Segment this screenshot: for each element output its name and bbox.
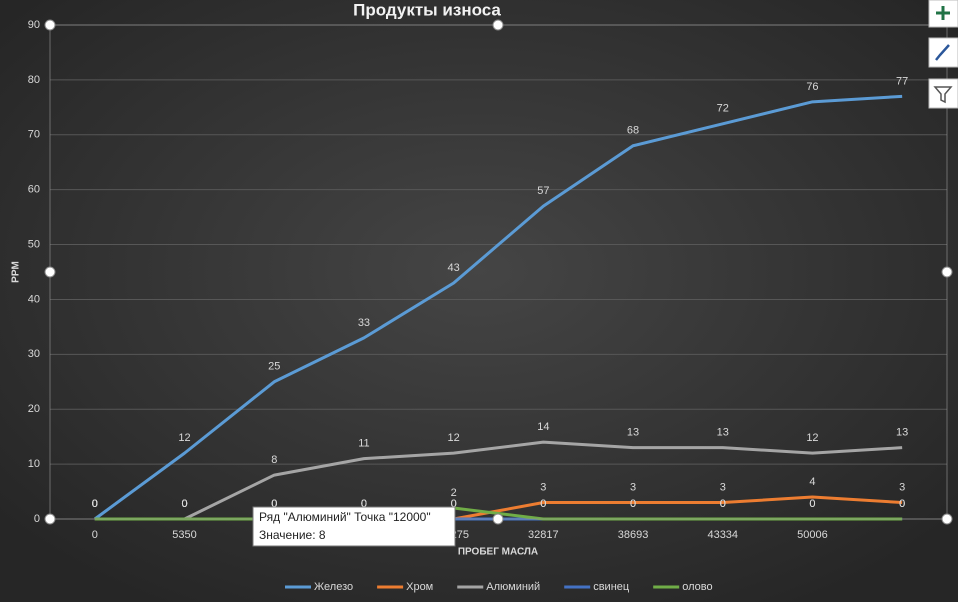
data-label: 3 — [540, 481, 546, 493]
y-tick-label: 60 — [28, 184, 40, 196]
data-label: 0 — [92, 498, 98, 510]
data-label: 77 — [896, 75, 908, 87]
filter-button[interactable] — [928, 78, 958, 109]
y-tick-label: 80 — [28, 74, 40, 86]
plot-area: 0102030405060708090053501200024275328173… — [28, 19, 947, 541]
y-tick-label: 50 — [28, 238, 40, 250]
data-label: 0 — [92, 498, 98, 510]
handle[interactable] — [492, 513, 504, 525]
x-tick-label: 50006 — [797, 529, 828, 541]
data-label: 12 — [448, 432, 460, 444]
handle[interactable] — [44, 513, 56, 525]
data-label: 14 — [537, 421, 549, 433]
data-label: 3 — [630, 481, 636, 493]
data-label: 68 — [627, 125, 639, 137]
x-tick-label: 0 — [92, 529, 98, 541]
y-axis-title: PPM — [11, 261, 22, 283]
data-label: 25 — [268, 361, 280, 373]
data-label: 76 — [806, 81, 818, 93]
y-tick-label: 30 — [28, 348, 40, 360]
data-label: 0 — [540, 498, 546, 510]
y-tick-label: 10 — [28, 458, 40, 470]
data-label: 0 — [181, 498, 187, 510]
data-label: 0 — [92, 498, 98, 510]
data-label: 0 — [720, 498, 726, 510]
legend-label: олово — [682, 581, 712, 593]
data-label: 12 — [178, 432, 190, 444]
tooltip: Ряд "Алюминий" Точка "12000" Значение: 8 — [252, 506, 456, 547]
data-label: 57 — [537, 185, 549, 197]
y-tick-label: 20 — [28, 403, 40, 415]
plus-icon — [936, 6, 950, 20]
filter-icon — [933, 86, 953, 104]
data-label: 0 — [361, 498, 367, 510]
data-label: 0 — [92, 498, 98, 510]
data-label: 0 — [809, 498, 815, 510]
handle[interactable] — [44, 266, 56, 278]
chart-buttons — [928, 0, 958, 109]
data-label: 11 — [358, 438, 369, 450]
data-label: 0 — [271, 498, 277, 510]
data-label: 0 — [630, 498, 636, 510]
data-label: 0 — [630, 498, 636, 510]
data-label: 8 — [271, 454, 277, 466]
data-label: 33 — [358, 317, 370, 329]
data-label: 43 — [448, 262, 460, 274]
handle[interactable] — [941, 513, 953, 525]
handle[interactable] — [44, 19, 56, 31]
series-line — [94, 440, 903, 521]
data-label: 0 — [92, 498, 98, 510]
brush-icon — [935, 44, 950, 61]
data-label: 0 — [181, 498, 187, 510]
data-label: 13 — [717, 427, 729, 439]
data-label: 0 — [451, 498, 457, 510]
data-label: 0 — [540, 498, 546, 510]
data-label: 0 — [181, 498, 187, 510]
tooltip-box — [252, 506, 456, 547]
data-label: 12 — [806, 432, 818, 444]
data-label: 0 — [899, 498, 905, 510]
x-tick-label: 32817 — [528, 529, 559, 541]
data-label: 72 — [717, 103, 729, 115]
data-label: 0 — [181, 498, 187, 510]
data-label: 2 — [451, 487, 457, 499]
data-label: 0 — [271, 498, 277, 510]
y-tick-label: 90 — [28, 19, 40, 31]
x-tick-label: 43334 — [707, 529, 738, 541]
handle[interactable] — [492, 19, 504, 31]
data-label: 0 — [899, 498, 905, 510]
handle[interactable] — [941, 266, 953, 278]
data-label: 0 — [271, 498, 277, 510]
legend-label: свинец — [593, 581, 630, 593]
data-label: 0 — [361, 498, 367, 510]
y-tick-label: 0 — [34, 513, 40, 525]
legend-label: Железо — [314, 581, 353, 593]
legend-label: Алюминий — [486, 581, 540, 593]
data-label: 4 — [809, 476, 815, 488]
x-tick-label: 38693 — [618, 529, 649, 541]
x-axis-title: ПРОБЕГ МАСЛА — [458, 547, 538, 558]
tooltip-text: Значение: 8 — [259, 528, 326, 542]
y-tick-label: 40 — [28, 293, 40, 305]
data-label: 13 — [896, 427, 908, 439]
series-line — [93, 94, 903, 521]
data-label: 3 — [720, 481, 726, 493]
selection-frame — [44, 19, 953, 525]
data-label: 0 — [720, 498, 726, 510]
y-tick-label: 70 — [28, 129, 40, 141]
data-label: 13 — [627, 427, 639, 439]
data-label: 0 — [451, 498, 457, 510]
legend-label: Хром — [406, 581, 433, 593]
x-tick-label: 5350 — [172, 529, 196, 541]
tooltip-text: Ряд "Алюминий" Точка "12000" — [259, 510, 431, 524]
data-label: 3 — [899, 481, 905, 493]
data-label: 0 — [361, 498, 367, 510]
chart-title: Продукты износа — [353, 0, 501, 19]
data-label: 0 — [809, 498, 815, 510]
